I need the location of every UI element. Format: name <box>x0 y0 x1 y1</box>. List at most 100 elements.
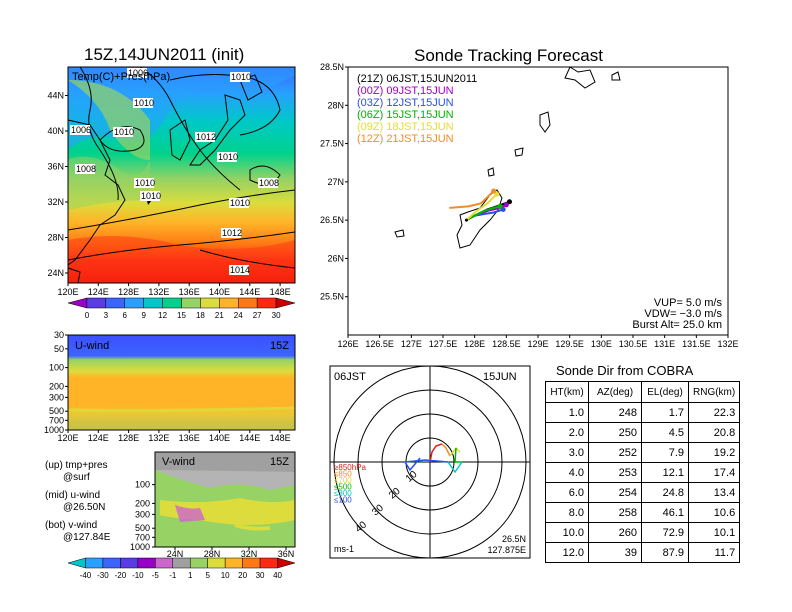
legend-entry: (21Z) 06JST,15JUN2011 <box>357 73 477 85</box>
table-cell: 248 <box>588 402 642 423</box>
map-lon-label: 120E <box>57 287 78 297</box>
uwind-p-label: 30 <box>54 330 64 340</box>
table-cell: 258 <box>588 502 642 523</box>
wind-colorbar-tick: 30 <box>256 571 265 580</box>
note-up-line1: (up) tmp+pres <box>45 460 108 471</box>
note-bot-line1: (bot) v-wind <box>45 520 98 531</box>
table-cell: 22.3 <box>687 402 741 423</box>
track-lon-label: 128E <box>464 339 485 349</box>
track-lon-label: 131.5E <box>682 339 711 349</box>
map-lon-label: 144E <box>239 287 260 297</box>
table-cell: 6.0 <box>545 482 589 503</box>
temp-colorbar-swatch <box>181 297 201 309</box>
note-mid: (mid) u-wind <box>45 490 110 502</box>
temp-colorbar-swatch <box>143 297 163 309</box>
temp-colorbar-swatch <box>124 297 144 309</box>
temp-colorbar-tick: 18 <box>196 311 205 320</box>
temp-colorbar-tick: 6 <box>123 311 128 320</box>
table-cell: 8.0 <box>545 502 589 523</box>
track-lon-label: 129E <box>527 339 548 349</box>
table-row: 3.0 252 7.9 19.2 <box>545 442 741 463</box>
map-lat-label: 36N <box>47 162 64 172</box>
wind-colorbar-tick: 20 <box>238 571 247 580</box>
burst-param: Burst Alt= 25.0 km <box>632 319 722 331</box>
hodograph-key: ≥850hPa≤850≤700≤500≤300≤100 <box>334 463 367 505</box>
legend-entry: (00Z) 09JST,15JUN <box>357 85 454 97</box>
temp-colorbar-tick: 12 <box>158 311 167 320</box>
launch-site-point <box>464 218 468 222</box>
map-lon-label: 132E <box>148 287 169 297</box>
table-header-row: HT(km) AZ(deg) EL(deg) RNG(km) <box>545 381 741 403</box>
map-lat-label: 32N <box>47 197 64 207</box>
wind-colorbar-swatch <box>85 557 104 569</box>
wind-colorbar-swatch <box>67 557 86 569</box>
wind-colorbar-tick: 1 <box>188 571 193 580</box>
wind-colorbar-swatch <box>189 557 208 569</box>
note-up: (up) tmp+pres <box>45 460 110 472</box>
map-lat-axis: 24N 28N 32N 36N 40N 44N <box>47 91 68 278</box>
track-line <box>449 190 495 209</box>
table-cell: 252 <box>588 442 642 463</box>
table-cell: 254 <box>588 482 642 503</box>
track-lat-label: 26.5N <box>320 215 344 225</box>
note-up-sub: @surf <box>45 472 110 484</box>
temp-colorbar-tick: 21 <box>215 311 224 320</box>
vwind-lat-axis: 24N 28N 32N 36N <box>167 547 294 559</box>
table-row: 6.0 254 24.8 13.4 <box>545 482 741 503</box>
header-el: EL(deg) <box>641 381 689 403</box>
track-lat-label: 26N <box>327 253 344 263</box>
uwind-lon-label: 120E <box>57 433 78 443</box>
track-lon-label: 127E <box>401 339 422 349</box>
map-lat-label: 40N <box>47 126 64 136</box>
isobar-label: 1010 <box>231 72 251 82</box>
isobar-label: 1010 <box>135 178 155 188</box>
wind-colorbar-swatch <box>259 557 278 569</box>
legend-entry: (09Z) 18JST,15JUN <box>357 121 454 133</box>
track-map-frame <box>347 66 729 336</box>
uwind-lon-label: 128E <box>118 433 139 443</box>
table-cell: 87.9 <box>641 542 689 563</box>
temp-colorbar-tick: 27 <box>253 311 262 320</box>
isobar-label: 1008 <box>259 178 279 188</box>
table-cell: 13.4 <box>687 482 741 503</box>
temp-colorbar: 0 3 6 9 12 15 18 21 24 27 30 <box>67 297 296 320</box>
hodograph-key-entry: ≤100 <box>334 496 352 505</box>
legend-entry: (12Z) 21JST,15JUN <box>357 133 454 145</box>
vwind-p-label: 700 <box>135 532 150 542</box>
isobar-label: 1008 <box>76 164 96 174</box>
isobar-label: 1012 <box>222 228 242 238</box>
vwind-p-label: 500 <box>135 523 150 533</box>
vwind-time: 15Z <box>270 456 289 468</box>
temp-colorbar-tick: 30 <box>272 311 281 320</box>
temp-colorbar-swatch <box>275 297 296 309</box>
table-row: 4.0 253 12.1 17.4 <box>545 462 741 483</box>
vwind-p-label: 300 <box>135 509 150 519</box>
vwind-p-label: 200 <box>135 498 150 508</box>
vwind-p-label: 100 <box>135 480 150 490</box>
track-coastlines <box>394 66 621 249</box>
table-cell: 1.0 <box>545 402 589 423</box>
table-cell: 12.1 <box>641 462 689 483</box>
wind-colorbar-tick: 10 <box>221 571 230 580</box>
table-row: 8.0 258 46.1 10.6 <box>545 502 741 523</box>
table-cell: 72.9 <box>641 522 689 543</box>
hodograph-key-entry: ≤700 <box>334 476 352 485</box>
uwind-p-label: 200 <box>49 381 64 391</box>
hodograph-trace <box>403 443 463 474</box>
map-lon-axis: 120E 124E 128E 132E 136E 140E 144E 148E <box>57 283 291 297</box>
table-row: 1.0 248 1.7 22.3 <box>545 402 741 423</box>
wind-colorbar-tick: -30 <box>97 571 109 580</box>
wind-colorbar-swatch <box>102 557 121 569</box>
uwind-time: 15Z <box>270 340 289 352</box>
track-lon-label: 127.5E <box>429 339 458 349</box>
temp-colorbar-swatch <box>86 297 107 309</box>
vwind-section: V-wind 15Z <box>154 451 296 548</box>
isobar-label: 1006 <box>71 125 91 135</box>
track-lon-label: 130E <box>591 339 612 349</box>
uwind-lon-label: 144E <box>239 433 260 443</box>
note-mid-line1: (mid) u-wind <box>45 490 101 501</box>
temp-colorbar-tick: 9 <box>141 311 146 320</box>
wind-colorbar-swatch <box>155 557 174 569</box>
vwind-label: V-wind <box>162 456 195 468</box>
